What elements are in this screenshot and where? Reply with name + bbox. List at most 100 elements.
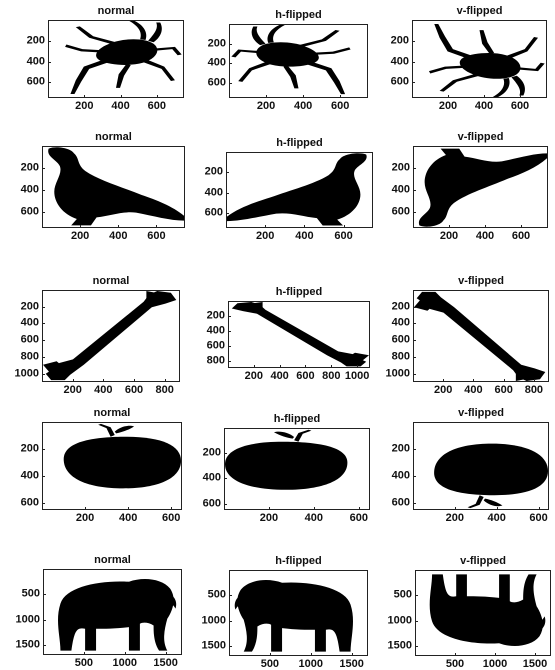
x-tick-label: 600 [529, 512, 548, 524]
y-tick-mark [42, 503, 45, 505]
x-tick-mark [103, 379, 105, 382]
apple-shape-part-2 [273, 431, 295, 439]
y-tick-label: 800 [391, 350, 410, 363]
x-tick-label: 600 [349, 512, 368, 524]
y-tick-label: 600 [206, 339, 225, 352]
y-tick-label: 400 [20, 469, 39, 482]
y-tick-label: 400 [391, 469, 410, 482]
elephant-shape-part-0 [58, 579, 174, 651]
x-tick-mark [266, 95, 268, 98]
y-tick-label: 600 [20, 205, 39, 218]
beetle-shape-part-6 [479, 30, 495, 55]
panel-title: h-flipped [275, 555, 322, 567]
x-tick-label: 400 [94, 384, 113, 396]
y-tick-mark [42, 340, 45, 342]
beetle-shape-part-1 [511, 75, 525, 96]
y-tick-mark [412, 61, 415, 63]
y-tick-label: 200 [20, 161, 39, 174]
bone-shape-part-0 [45, 291, 177, 381]
x-tick-label: 400 [111, 100, 130, 112]
x-tick-label: 400 [118, 512, 138, 524]
y-tick-mark [43, 619, 46, 621]
silhouette-group [234, 580, 353, 652]
panel-title: v-flipped [458, 407, 504, 419]
x-tick-label: 400 [304, 512, 324, 524]
elephant-shape-part-0 [429, 574, 543, 646]
x-tick-label: 800 [322, 370, 341, 382]
y-tick-label: 600 [391, 496, 410, 509]
silhouette-group [227, 153, 367, 226]
y-tick-mark [229, 620, 232, 622]
x-tick-mark [454, 507, 456, 510]
y-tick-label: 600 [204, 206, 223, 219]
x-tick-label: 800 [524, 384, 544, 396]
bird-shape-part-0 [227, 153, 367, 226]
y-tick-mark [413, 476, 416, 478]
y-tick-mark [228, 360, 231, 362]
beetle-shape-part-3 [75, 26, 119, 46]
y-tick-label: 400 [26, 55, 45, 68]
elephant-silhouette [58, 579, 177, 651]
beetle-shape-part-7 [142, 59, 175, 82]
x-tick-mark [128, 507, 130, 510]
beetle-shape-part-6 [283, 65, 299, 89]
apple-shape-part-2 [114, 425, 135, 434]
apple-shape-part-0 [63, 436, 181, 489]
x-tick-mark [268, 507, 270, 510]
x-tick-label: 600 [511, 230, 531, 242]
y-tick-label: 400 [391, 183, 410, 196]
beetle-shape-part-4 [428, 65, 473, 74]
y-tick-mark [228, 315, 231, 317]
x-tick-mark [351, 653, 353, 656]
apple-shape-part-0 [434, 443, 548, 496]
y-tick-mark [229, 43, 232, 45]
x-tick-label: 600 [494, 384, 513, 396]
x-tick-mark [310, 653, 312, 656]
x-tick-label: 600 [124, 384, 144, 396]
y-tick-mark [413, 373, 416, 375]
panel-title: normal [93, 407, 131, 419]
apple-shape-part-1 [294, 429, 312, 442]
bird-silhouette [227, 153, 367, 226]
x-tick-label: 400 [464, 384, 483, 396]
x-tick-mark [495, 653, 496, 656]
plot-area-apple-v [413, 422, 549, 510]
x-tick-label: 500 [260, 658, 280, 670]
beetle-silhouette [428, 24, 545, 97]
y-tick-label: 200 [391, 300, 410, 313]
y-tick-mark [42, 306, 45, 308]
x-tick-label: 200 [438, 100, 458, 112]
y-tick-label: 600 [207, 76, 226, 89]
plot-area-elephant-v [415, 570, 551, 656]
bone-shape-part-2 [243, 302, 263, 312]
y-tick-label: 1000 [387, 614, 412, 627]
x-tick-label: 600 [162, 512, 181, 524]
x-tick-label: 600 [147, 100, 166, 112]
y-tick-label: 400 [390, 55, 409, 68]
beetle-shape-part-7 [238, 61, 272, 82]
y-tick-mark [229, 595, 232, 597]
silhouette-group [418, 148, 547, 227]
y-tick-mark [42, 211, 45, 213]
y-tick-label: 500 [393, 588, 412, 601]
apple-shape-part-2 [483, 498, 503, 507]
x-tick-mark [455, 653, 456, 656]
x-tick-label: 200 [244, 370, 263, 382]
y-tick-mark [413, 211, 416, 213]
x-tick-mark [340, 95, 342, 98]
bone-silhouette [43, 291, 177, 381]
panel-title: normal [94, 554, 131, 566]
plot-area-bird-normal [42, 146, 185, 228]
y-tick-label: 400 [20, 316, 39, 329]
y-tick-mark [224, 503, 227, 505]
beetle-shape-part-0 [459, 53, 521, 79]
elephant-shape-part-1 [234, 592, 250, 610]
x-tick-mark [134, 379, 135, 382]
panel-title: normal [92, 275, 130, 287]
x-tick-label: 200 [445, 512, 465, 524]
bird-shape-part-0 [48, 147, 184, 226]
x-tick-mark [520, 95, 521, 98]
beetle-shape-part-6 [116, 63, 131, 88]
elephant-silhouette [234, 580, 353, 652]
plot-area-bone-normal [42, 290, 180, 382]
